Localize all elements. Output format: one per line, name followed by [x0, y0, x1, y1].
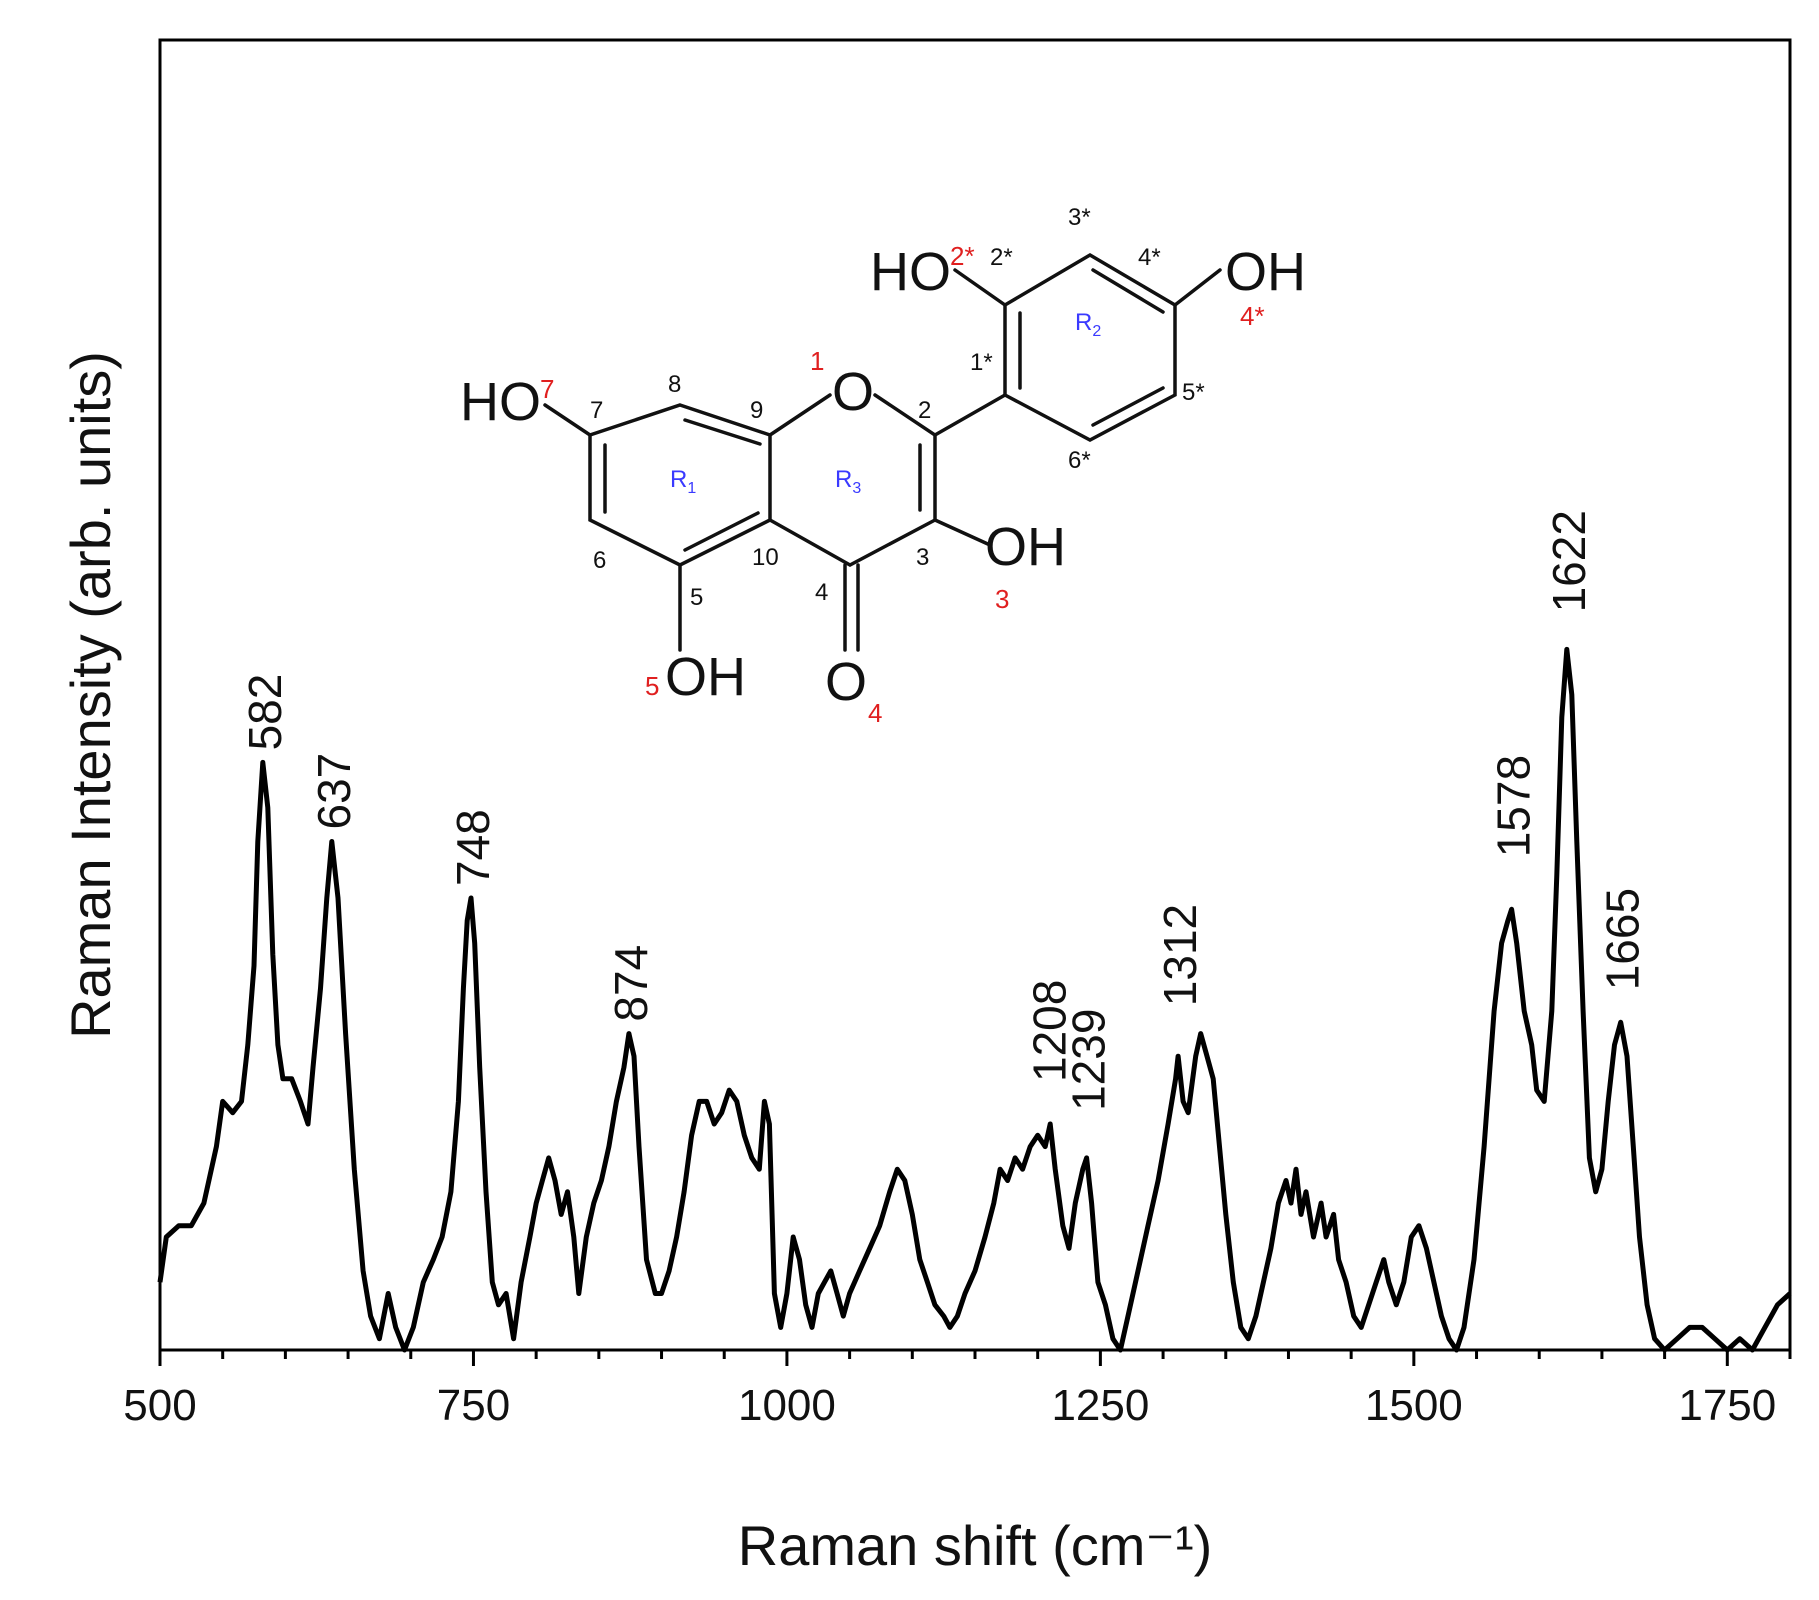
position-5s: 5*	[1182, 379, 1205, 406]
c3-oh-bond	[933, 518, 992, 547]
c2-c1s-bond	[933, 393, 1007, 437]
atom-ho2s: HO	[870, 242, 951, 302]
position-8: 8	[668, 371, 681, 398]
x-axis-title: Raman shift (cm⁻¹)	[738, 1514, 1213, 1577]
c2s-ho-bond	[953, 268, 1007, 307]
ring-r2-bonds	[1003, 252, 1177, 442]
position-2s: 2*	[990, 244, 1013, 271]
position-7: 7	[590, 397, 603, 424]
atom-oh5: OH	[665, 647, 746, 707]
atom-number-4: 4	[868, 698, 882, 728]
position-3: 3	[916, 544, 929, 571]
atom-oh4s: OH	[1225, 242, 1306, 302]
peak-label-748: 748	[447, 809, 499, 886]
x-axis-tick-labels: 500 750 1000 1250 1500 1750	[123, 1381, 1776, 1430]
atom-number-3: 3	[995, 584, 1009, 614]
x-tick-label: 1250	[1051, 1381, 1149, 1430]
c4s-oh-bond	[1173, 268, 1222, 307]
position-5: 5	[690, 584, 703, 611]
plot-frame	[158, 38, 1792, 1352]
x-tick-label: 1750	[1678, 1381, 1776, 1430]
ring-label-r1: R1	[670, 466, 696, 497]
ring-r1-double-bond-c	[683, 511, 760, 552]
ring-r1-double-bond-a	[683, 418, 762, 446]
atom-o4: O	[825, 652, 867, 712]
x-tick-label: 1500	[1365, 1381, 1463, 1430]
position-2: 2	[918, 397, 931, 424]
atom-ho7: HO	[460, 372, 541, 432]
position-3s: 3*	[1068, 204, 1091, 231]
y-axis-title: Raman Intensity (arb. units)	[59, 351, 122, 1039]
atom-o1: O	[832, 362, 874, 422]
x-axis-ticks	[158, 1350, 1792, 1366]
peak-label-1239: 1239	[1063, 1009, 1115, 1111]
x-tick-label: 1000	[738, 1381, 836, 1430]
molecule-labels: HO 7 O 1 HO 2* OH 4* OH 3 OH 5 O 4 1* 2*…	[460, 204, 1306, 728]
atom-number-5: 5	[645, 671, 659, 701]
position-10: 10	[752, 544, 779, 571]
peak-label-1208: 1208	[1024, 980, 1076, 1082]
atom-number-2s: 2*	[950, 241, 975, 271]
x-tick-label: 750	[437, 1381, 510, 1430]
ring-label-r3: R3	[835, 466, 861, 497]
c7-ho-bond	[543, 403, 592, 437]
peak-label-1578: 1578	[1488, 755, 1540, 857]
position-6s: 6*	[1068, 447, 1091, 474]
peak-label-1312: 1312	[1154, 904, 1206, 1006]
peak-label-874: 874	[605, 945, 657, 1022]
x-tick-label: 500	[123, 1381, 196, 1430]
peak-label-637: 637	[308, 753, 360, 830]
peak-label-1665: 1665	[1597, 888, 1649, 990]
position-4: 4	[815, 579, 828, 606]
atom-number-1: 1	[810, 346, 824, 376]
ring-label-r2: R2	[1075, 309, 1101, 340]
peak-label-582: 582	[239, 674, 291, 751]
atom-number-7: 7	[540, 374, 554, 404]
position-1s: 1*	[970, 349, 993, 376]
ring-r2-double-bond-c	[1091, 386, 1165, 427]
molecule-structure	[543, 252, 1222, 652]
position-9: 9	[750, 397, 763, 424]
ring-r2-double-bond-b	[1091, 268, 1165, 314]
peak-label-1622: 1622	[1543, 510, 1595, 612]
spectrum-series-line	[157, 646, 1792, 1353]
position-4s: 4*	[1138, 244, 1161, 271]
atom-number-4s: 4*	[1240, 301, 1265, 331]
atom-oh3: OH	[985, 517, 1066, 577]
position-6: 6	[593, 547, 606, 574]
